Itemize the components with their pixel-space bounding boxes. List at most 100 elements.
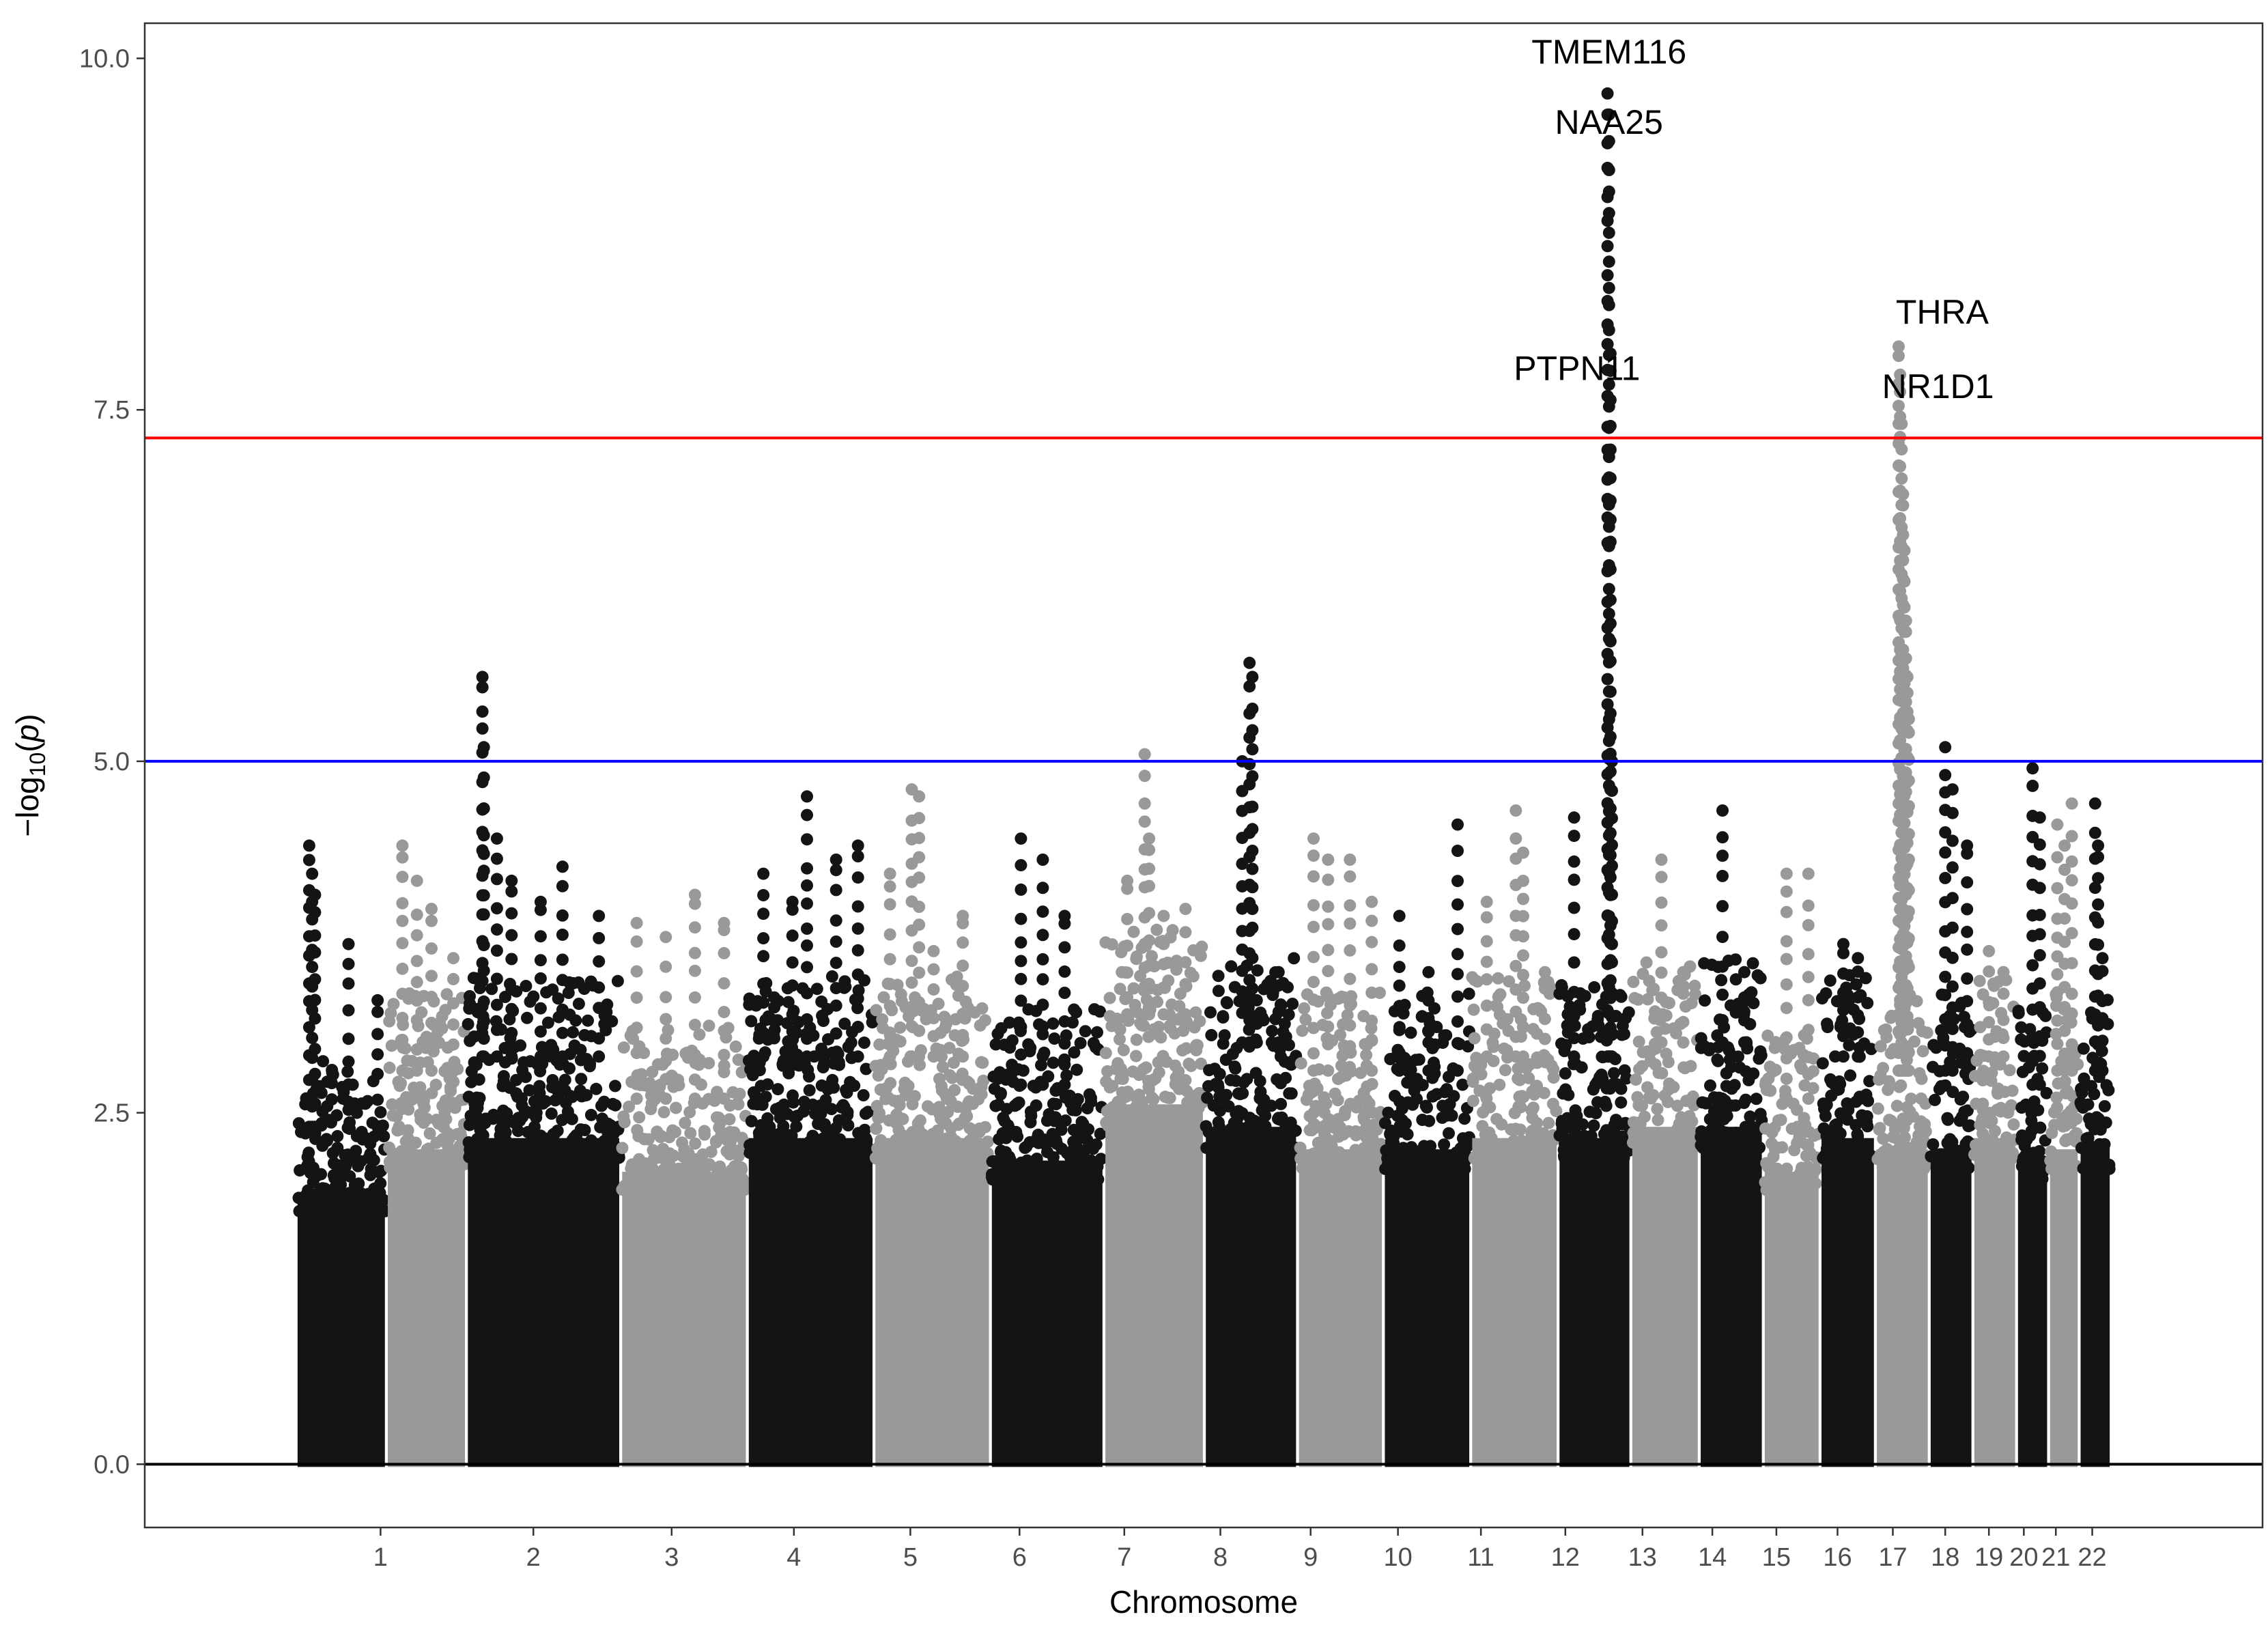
snp-point xyxy=(965,1097,978,1110)
chromosome-11-points xyxy=(1378,818,1475,1467)
snp-point xyxy=(1920,1026,1933,1039)
snp-point xyxy=(1939,989,1952,1002)
snp-point xyxy=(1217,1037,1230,1050)
snp-point xyxy=(1662,1095,1674,1108)
snp-point xyxy=(574,1043,587,1056)
snp-point xyxy=(660,1093,672,1105)
snp-point xyxy=(1863,1075,1876,1088)
snp-point xyxy=(1397,1142,1410,1155)
snp-point xyxy=(1897,1112,1910,1125)
snp-point xyxy=(1273,1113,1286,1126)
snp-point xyxy=(1058,941,1071,954)
snp-point xyxy=(1363,1097,1376,1110)
snp-point xyxy=(616,1142,629,1155)
snp-point xyxy=(894,1021,907,1034)
snp-point xyxy=(425,1064,438,1077)
snp-point xyxy=(1322,918,1335,931)
snp-point xyxy=(690,1183,703,1196)
snp-point xyxy=(2033,1078,2046,1091)
snp-point xyxy=(1393,939,1406,952)
snp-point xyxy=(1662,1077,1675,1090)
snp-point xyxy=(1036,953,1049,966)
snp-point xyxy=(556,909,569,922)
snp-point xyxy=(1416,1114,1429,1126)
peak-point xyxy=(1179,903,1192,916)
snp-point xyxy=(1004,1041,1017,1054)
x-tick-label: 6 xyxy=(1012,1543,1027,1572)
snp-point xyxy=(1824,1073,1837,1086)
snp-point xyxy=(1154,1031,1167,1044)
snp-point xyxy=(1151,996,1163,1009)
snp-point xyxy=(1997,1032,2010,1045)
snp-point xyxy=(786,1008,799,1021)
snp-point xyxy=(1517,875,1529,887)
snp-point xyxy=(2035,1173,2048,1185)
snp-point xyxy=(975,1080,988,1093)
snp-point xyxy=(556,1050,569,1063)
snp-point xyxy=(1604,655,1617,668)
snp-point xyxy=(1225,1142,1238,1155)
peak-point xyxy=(1246,671,1259,684)
snp-point xyxy=(556,1026,569,1039)
snp-point xyxy=(1512,1100,1525,1113)
snp-point xyxy=(1902,800,1915,813)
snp-point xyxy=(2058,1047,2071,1060)
snp-point xyxy=(1378,1116,1391,1129)
snp-point xyxy=(1286,998,1299,1011)
snp-point xyxy=(1837,1004,1849,1017)
snp-point xyxy=(1761,1029,1774,1042)
snp-point xyxy=(1466,1095,1479,1108)
chromosome-15-band xyxy=(1701,1127,1762,1467)
snp-point xyxy=(1976,1152,1989,1165)
snp-point xyxy=(584,1108,597,1121)
snp-point xyxy=(505,885,518,898)
snp-point xyxy=(1365,986,1378,999)
snp-point xyxy=(524,1055,537,1068)
snp-point xyxy=(1711,1053,1724,1066)
peak-point xyxy=(1322,854,1335,866)
snp-point xyxy=(1894,385,1907,398)
snp-point xyxy=(1114,1033,1126,1046)
snp-point xyxy=(1946,1064,1959,1077)
snp-point xyxy=(851,922,864,935)
snp-point xyxy=(292,1192,305,1205)
snp-point xyxy=(801,987,813,1000)
snp-point xyxy=(1294,1141,1307,1154)
snp-point xyxy=(505,953,518,966)
snp-point xyxy=(1636,1060,1649,1073)
snp-point xyxy=(1103,991,1116,1004)
peak-point xyxy=(534,895,547,908)
snp-point xyxy=(801,1050,813,1063)
snp-point xyxy=(2059,1135,2072,1147)
snp-point xyxy=(1246,903,1259,916)
snp-point xyxy=(1258,983,1271,996)
x-tick-label: 7 xyxy=(1117,1543,1131,1572)
snp-point xyxy=(1537,1127,1550,1140)
snp-point xyxy=(556,974,569,987)
snp-point xyxy=(1130,1033,1143,1046)
snp-point xyxy=(1904,1151,1917,1164)
snp-point xyxy=(528,1121,541,1133)
snp-point xyxy=(1201,1091,1214,1104)
snp-point xyxy=(1750,1093,1763,1105)
snp-point xyxy=(485,983,498,996)
snp-point xyxy=(693,1028,706,1041)
snp-point xyxy=(2088,826,2101,839)
snp-point xyxy=(490,944,503,957)
snp-point xyxy=(1843,1039,1856,1052)
snp-point xyxy=(1422,1012,1435,1025)
snp-point xyxy=(1094,1127,1107,1140)
snp-point xyxy=(1130,953,1143,966)
snp-point xyxy=(735,1174,748,1187)
snp-point xyxy=(1307,920,1320,933)
snp-point xyxy=(1212,1116,1225,1129)
snp-point xyxy=(1140,994,1153,1006)
snp-point xyxy=(1509,1030,1522,1043)
snp-point xyxy=(1604,617,1617,630)
snp-point xyxy=(567,977,580,989)
snp-point xyxy=(757,996,770,1009)
snp-point xyxy=(1893,350,1905,363)
peak-point xyxy=(2033,811,2046,824)
snp-point xyxy=(913,812,926,825)
snp-point xyxy=(1983,965,1996,978)
